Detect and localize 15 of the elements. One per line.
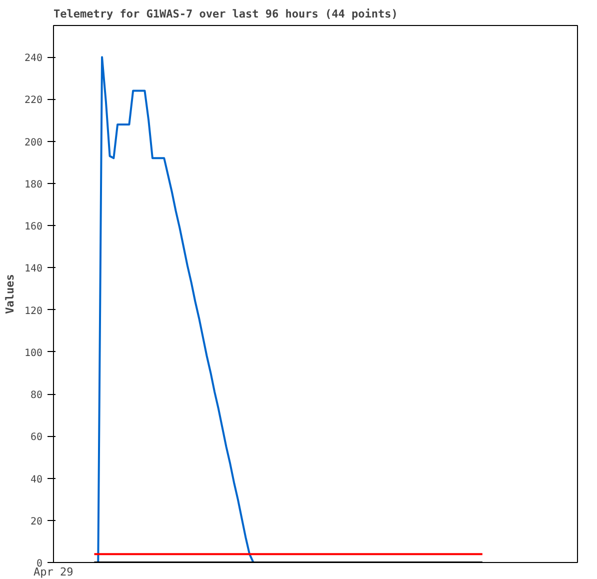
y-tick-label: 60 [30, 432, 43, 444]
chart-title: Telemetry for G1WAS-7 over last 96 hours (44 points) [54, 8, 398, 20]
y-axis-title: Values [3, 274, 16, 314]
y-tick-label: 40 [30, 474, 43, 486]
y-tick-label: 240 [24, 53, 42, 64]
y-tick-label: 80 [30, 390, 43, 402]
y-tick-label: 120 [24, 306, 42, 317]
y-tick-label: 140 [24, 264, 42, 275]
y-tick-label: 160 [24, 222, 42, 233]
text: Apr 29 [34, 566, 74, 578]
y-tick-label: 180 [24, 179, 42, 190]
y-tick-label: 200 [24, 137, 42, 148]
y-tick-label: 220 [24, 95, 42, 106]
y-tick-label: 20 [30, 516, 43, 528]
y-tick-label: 100 [24, 348, 42, 359]
